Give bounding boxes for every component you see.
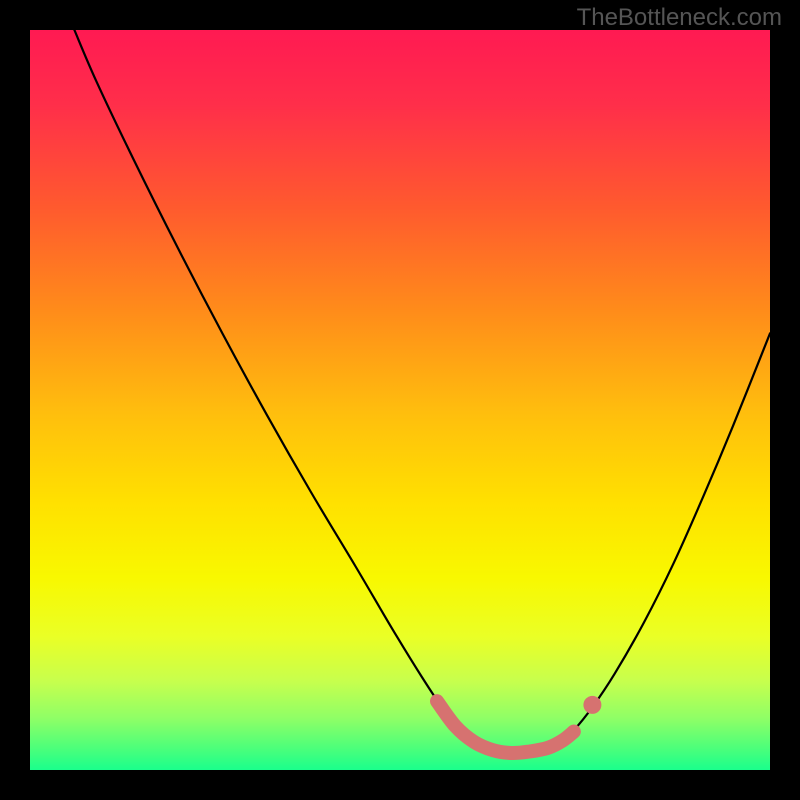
plot-area [30,30,770,770]
left-descending-curve [74,30,507,754]
highlight-dot-right [583,696,601,714]
chart-svg [30,30,770,770]
chart-frame [30,30,770,770]
bottom-highlight-band [437,701,574,753]
right-ascending-curve [507,333,770,754]
watermark-text: TheBottleneck.com [577,4,782,32]
